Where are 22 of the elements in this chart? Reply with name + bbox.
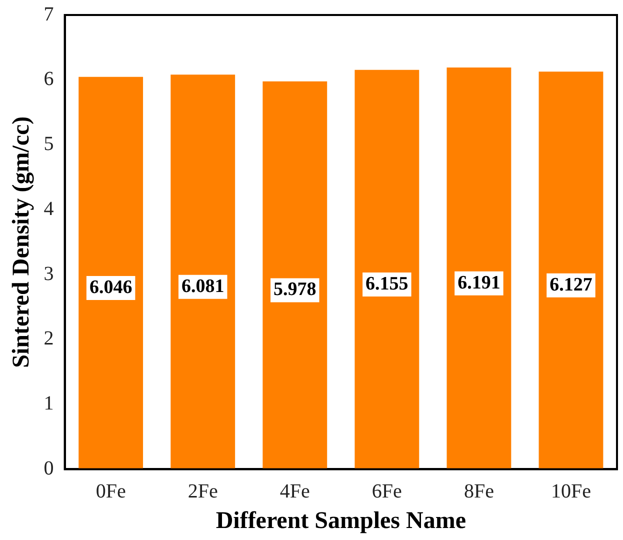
- x-tick-label: 2Fe: [188, 480, 218, 502]
- y-tick-label: 1: [44, 392, 54, 415]
- y-tick-label: 5: [44, 133, 54, 156]
- y-tick-label: 0: [44, 457, 54, 480]
- y-axis-title: Sintered Density (gm/cc): [8, 116, 35, 368]
- data-label: 6.155: [366, 273, 408, 294]
- x-tick-label: 4Fe: [280, 480, 310, 502]
- x-tick-label: 0Fe: [96, 480, 126, 502]
- x-tick-label: 8Fe: [464, 480, 494, 502]
- x-axis-title: Different Samples Name: [216, 508, 466, 534]
- data-label: 5.978: [274, 279, 316, 300]
- y-tick-label: 4: [44, 198, 54, 220]
- y-tick-label: 3: [44, 262, 54, 285]
- y-tick-label: 6: [44, 68, 54, 90]
- y-tick-label: 2: [44, 328, 54, 350]
- x-tick-label: 6Fe: [372, 480, 402, 502]
- data-label: 6.191: [458, 272, 500, 294]
- data-label: 6.081: [181, 276, 224, 297]
- data-label: 6.127: [550, 274, 593, 296]
- y-tick-label: 7: [44, 3, 54, 26]
- x-tick-label: 10Fe: [550, 480, 592, 502]
- data-label: 6.046: [89, 276, 132, 298]
